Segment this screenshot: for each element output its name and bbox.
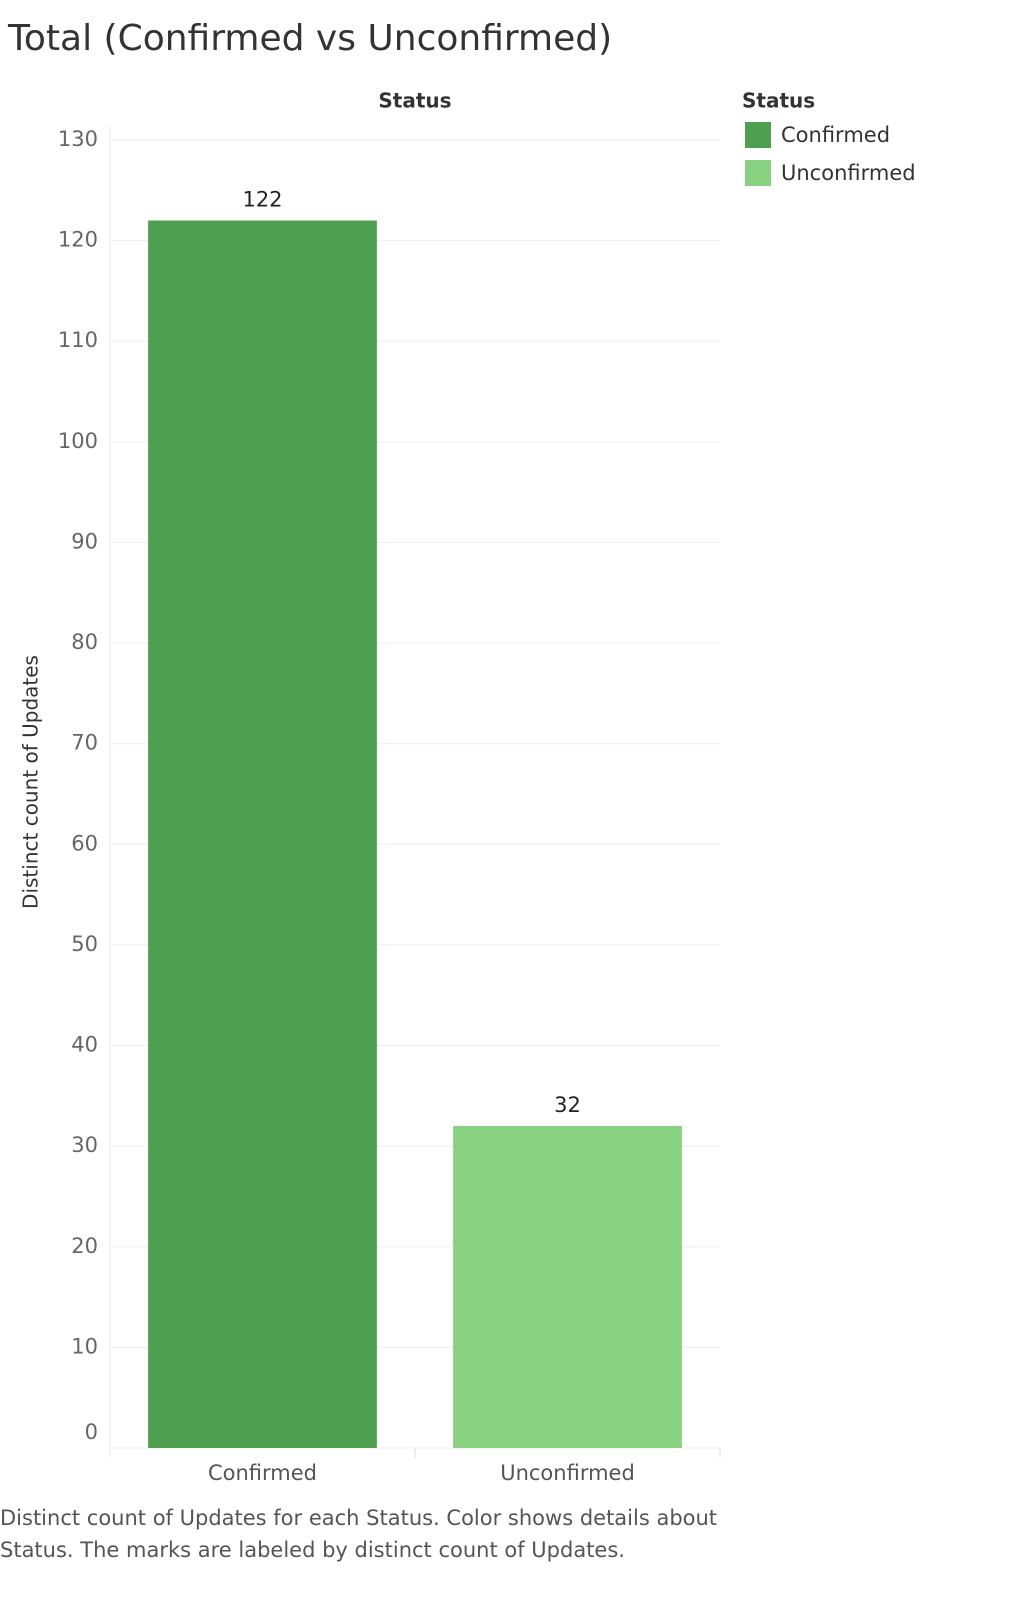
data-label: 122 — [242, 187, 282, 211]
caption: Distinct count of Updates for each Statu… — [0, 1506, 718, 1562]
legend-label: Confirmed — [781, 123, 890, 147]
data-label: 32 — [554, 1093, 581, 1117]
y-tick-label: 120 — [58, 228, 98, 252]
y-tick-label: 90 — [71, 529, 98, 553]
legend-title: Status — [742, 89, 815, 113]
y-tick-label: 10 — [71, 1334, 98, 1358]
x-tick-label: Confirmed — [208, 1461, 317, 1485]
y-tick-label: 80 — [71, 630, 98, 654]
y-tick-label: 110 — [58, 328, 98, 352]
legend-swatch — [745, 160, 771, 186]
y-tick-label: 100 — [58, 429, 98, 453]
x-header: Status — [378, 89, 451, 113]
legend-label: Unconfirmed — [781, 161, 916, 185]
y-tick-label: 60 — [71, 831, 98, 855]
y-tick-label: 40 — [71, 1033, 98, 1057]
y-tick-label: 20 — [71, 1234, 98, 1258]
legend-swatch — [745, 122, 771, 148]
bar — [148, 220, 377, 1448]
bar — [453, 1126, 682, 1448]
chart-title: Total (Confirmed vs Unconfirmed) — [7, 18, 612, 59]
y-tick-label: 0 — [85, 1420, 98, 1444]
y-tick-label: 30 — [71, 1133, 98, 1157]
y-tick-label: 50 — [71, 932, 98, 956]
x-tick-label: Unconfirmed — [500, 1461, 635, 1485]
y-tick-label: 130 — [58, 127, 98, 151]
y-axis-label: Distinct count of Updates — [19, 655, 43, 909]
chart: Total (Confirmed vs Unconfirmed) Status … — [7, 18, 916, 1485]
y-tick-label: 70 — [71, 731, 98, 755]
